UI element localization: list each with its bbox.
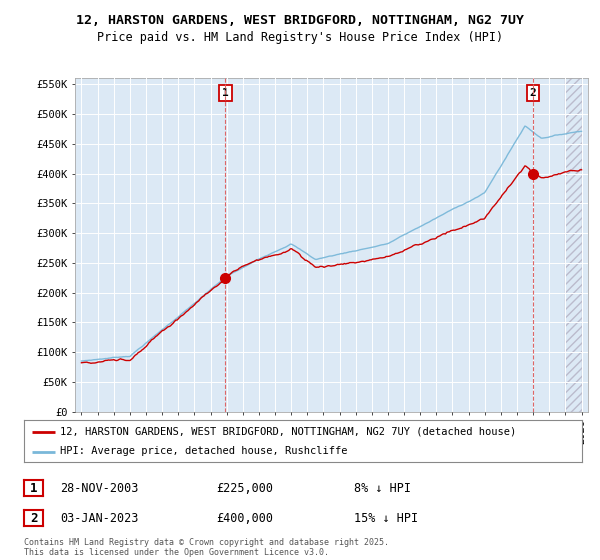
Text: 1: 1 (222, 88, 229, 98)
Text: 2: 2 (530, 88, 536, 98)
Text: Price paid vs. HM Land Registry's House Price Index (HPI): Price paid vs. HM Land Registry's House … (97, 31, 503, 44)
Text: 2: 2 (30, 511, 37, 525)
Text: 03-JAN-2023: 03-JAN-2023 (60, 511, 139, 525)
Text: Contains HM Land Registry data © Crown copyright and database right 2025.
This d: Contains HM Land Registry data © Crown c… (24, 538, 389, 557)
Text: 28-NOV-2003: 28-NOV-2003 (60, 482, 139, 495)
Text: HPI: Average price, detached house, Rushcliffe: HPI: Average price, detached house, Rush… (60, 446, 348, 456)
Text: 8% ↓ HPI: 8% ↓ HPI (354, 482, 411, 495)
Text: 12, HARSTON GARDENS, WEST BRIDGFORD, NOTTINGHAM, NG2 7UY: 12, HARSTON GARDENS, WEST BRIDGFORD, NOT… (76, 14, 524, 27)
Text: £225,000: £225,000 (216, 482, 273, 495)
Text: 15% ↓ HPI: 15% ↓ HPI (354, 511, 418, 525)
Text: £400,000: £400,000 (216, 511, 273, 525)
Text: 1: 1 (30, 482, 37, 495)
Text: 12, HARSTON GARDENS, WEST BRIDGFORD, NOTTINGHAM, NG2 7UY (detached house): 12, HARSTON GARDENS, WEST BRIDGFORD, NOT… (60, 427, 517, 437)
